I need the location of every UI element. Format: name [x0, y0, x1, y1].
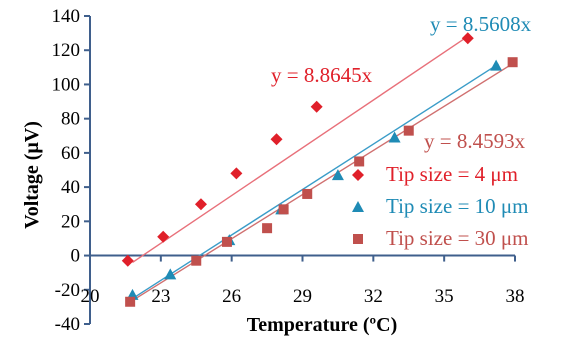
- data-point-series-0: [461, 32, 474, 45]
- x-tick-label: 23: [151, 286, 170, 307]
- x-tick-label: 29: [293, 286, 312, 307]
- fit-label-10um: y = 8.5608x: [430, 12, 532, 36]
- data-point-series-0: [194, 198, 207, 211]
- fit-label-4um: y = 8.8645x: [271, 63, 373, 87]
- y-axis-title: Voltage (μV): [21, 121, 43, 229]
- data-point-series-2: [354, 156, 365, 167]
- x-tick-label: 20: [81, 286, 100, 307]
- legend-marker-series-1: [352, 201, 364, 212]
- y-tick-label: 140: [52, 6, 81, 27]
- legend: Tip size = 4 μm Tip size = 10 μm Tip size …: [352, 162, 529, 250]
- data-point-series-2: [262, 223, 273, 234]
- y-tick-label: 80: [61, 109, 80, 130]
- data-point-series-0: [230, 167, 243, 180]
- y-tick-label: -40: [55, 314, 80, 335]
- legend-label-series-2: Tip size = 30 μm: [386, 226, 529, 250]
- legend-label-series-0: Tip size = 4 μm: [386, 162, 518, 186]
- data-point-series-0: [157, 230, 170, 243]
- trendline-series-0: [132, 34, 471, 263]
- x-tick-label: 38: [506, 286, 525, 307]
- data-point-series-2: [191, 255, 202, 266]
- data-point-series-1: [164, 268, 177, 280]
- legend-marker-series-0: [352, 169, 364, 181]
- data-point-series-1: [388, 131, 401, 143]
- y-tick-label: 20: [61, 211, 80, 232]
- data-point-series-2: [278, 204, 289, 215]
- x-tick-label: 32: [364, 286, 383, 307]
- data-point-series-1: [490, 59, 503, 71]
- y-tick-label: 60: [61, 143, 80, 164]
- legend-label-series-1: Tip size = 10 μm: [386, 194, 529, 218]
- y-tick-label: 100: [52, 74, 81, 95]
- fit-label-30um: y = 8.4593x: [424, 129, 526, 153]
- data-point-series-2: [507, 57, 518, 68]
- data-markers: [121, 32, 518, 307]
- data-point-series-2: [125, 296, 136, 307]
- x-axis-title: Temperature (ºC): [247, 314, 397, 336]
- x-tick-label: 26: [222, 286, 241, 307]
- x-tick-label: 35: [435, 286, 454, 307]
- y-tick-label: -20: [55, 280, 80, 301]
- data-point-series-0: [270, 133, 283, 146]
- data-point-series-0: [121, 254, 134, 267]
- y-tick-label: 40: [61, 177, 80, 198]
- data-point-series-1: [331, 169, 344, 181]
- data-point-series-2: [302, 188, 313, 199]
- data-point-series-2: [403, 125, 414, 136]
- data-point-series-0: [310, 100, 323, 113]
- y-tick-label: 120: [52, 40, 81, 61]
- legend-marker-series-2: [353, 234, 363, 244]
- data-point-series-2: [221, 236, 232, 247]
- y-tick-label: 0: [71, 246, 81, 267]
